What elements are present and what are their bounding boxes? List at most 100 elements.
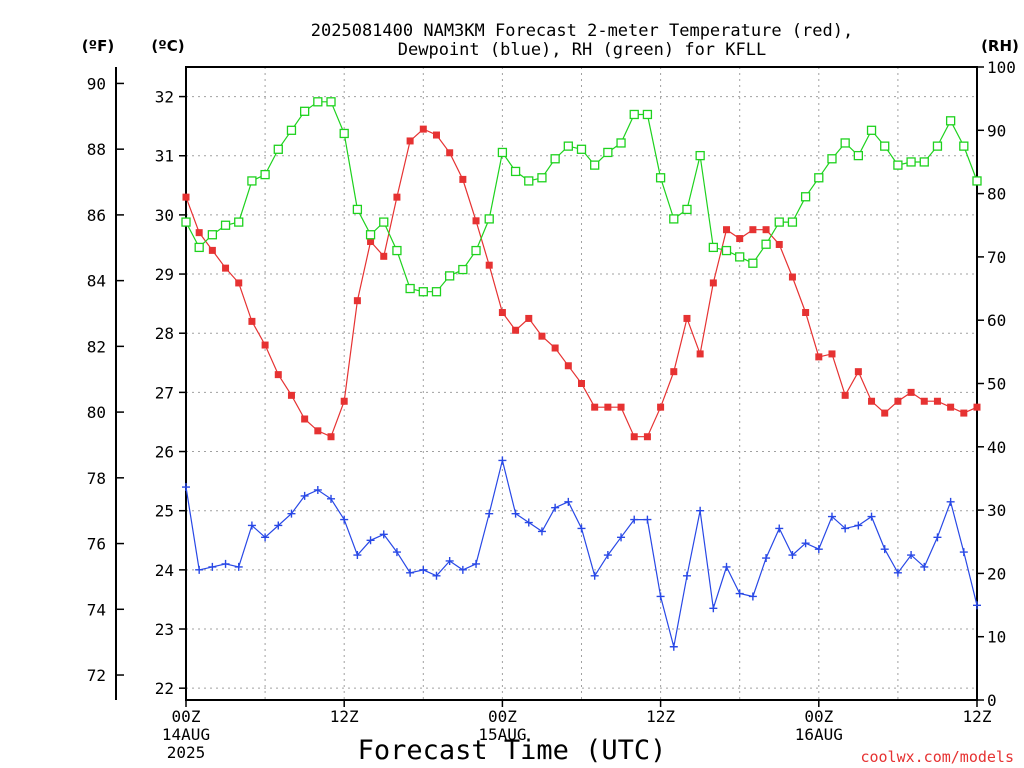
x-tick-label: 12Z — [963, 707, 992, 726]
rh-point — [326, 97, 336, 107]
rh-point — [748, 258, 758, 268]
rh-point — [721, 245, 732, 256]
temperature-point — [222, 264, 230, 272]
rh-point — [603, 147, 613, 158]
dewpoint-point — [841, 524, 850, 533]
temperature-point — [538, 332, 546, 340]
celsius-tick-label: 32 — [155, 88, 174, 107]
rh-point — [260, 169, 270, 180]
rh-point — [800, 192, 811, 202]
x-tick-label: 00Z — [804, 707, 833, 726]
dewpoint-point — [366, 536, 375, 545]
x-tick-date-label: 16AUG — [795, 725, 843, 744]
rh-point — [339, 128, 349, 139]
temperature-point — [683, 314, 691, 322]
celsius-tick-label: 31 — [155, 147, 174, 166]
dewpoint-point — [814, 545, 823, 554]
dewpoint-point — [340, 515, 349, 524]
dewpoint-point — [577, 524, 586, 533]
dewpoint-point — [485, 509, 494, 518]
rh-point — [787, 217, 798, 227]
chart-title-line2: Dewpoint (blue), RH (green) for KFLL — [398, 40, 766, 60]
temperature-point — [591, 403, 599, 411]
temperature-point — [235, 279, 243, 287]
rh-point — [590, 160, 600, 170]
dewpoint-point — [247, 521, 256, 530]
temperature-point — [881, 409, 889, 417]
dewpoint-point — [709, 604, 718, 613]
rh-point — [313, 97, 323, 107]
dewpoint-point — [300, 491, 309, 500]
dewpoint-point — [920, 562, 929, 571]
temperature-point — [894, 397, 902, 405]
temperature-point — [670, 368, 678, 376]
dewpoint-point — [973, 601, 981, 610]
dewpoint-point — [893, 568, 902, 577]
temperature-point — [380, 252, 388, 260]
rh-point — [405, 283, 415, 294]
dewpoint-point — [775, 524, 784, 533]
rh-point — [352, 204, 363, 215]
temperature-point — [248, 317, 256, 325]
rh-point — [972, 176, 982, 186]
temperature-point — [973, 403, 981, 411]
rh-axis-label: (RH) — [981, 37, 1019, 55]
series-dewpoint — [182, 456, 981, 651]
axes — [115, 66, 978, 701]
dewpoint-point — [498, 456, 507, 465]
dewpoint-point — [182, 483, 190, 492]
rh-point — [655, 173, 666, 183]
fahrenheit-tick-label: 88 — [87, 140, 106, 159]
temperature-point — [406, 137, 414, 145]
temperature-point — [709, 279, 717, 287]
dewpoint-point — [669, 642, 678, 651]
fahrenheit-tick-label: 76 — [87, 535, 106, 554]
rh-tick-label: 90 — [987, 121, 1006, 140]
temperature-point — [815, 353, 823, 361]
dewpoint-point — [827, 512, 836, 521]
temperature-point — [512, 326, 520, 334]
temperature-point — [432, 131, 440, 139]
rh-point — [484, 214, 494, 224]
dewpoint-point — [261, 533, 270, 542]
dewpoint-point — [195, 565, 204, 574]
celsius-tick-label: 26 — [155, 443, 174, 462]
rh-point — [616, 138, 626, 148]
temperature-point — [775, 240, 783, 248]
rh-point — [880, 141, 890, 151]
series-temperature — [182, 125, 981, 441]
rh-point — [893, 160, 903, 170]
dewpoint-point — [313, 485, 322, 494]
temperature-point — [327, 433, 335, 441]
rh-point — [537, 173, 547, 183]
dewpoint-point — [458, 565, 467, 574]
rh-tick-label: 70 — [987, 248, 1006, 267]
fahrenheit-tick-label: 86 — [87, 206, 106, 225]
dewpoint-point — [959, 548, 968, 557]
temperature-point — [604, 403, 612, 411]
dewpoint-point — [432, 571, 441, 580]
x-tick-date-label: 14AUG — [162, 725, 210, 744]
rh-point — [906, 157, 916, 167]
dewpoint-point — [379, 530, 388, 539]
dewpoint-point — [524, 518, 533, 527]
rh-point — [708, 242, 718, 253]
temperature-point — [367, 238, 375, 246]
rh-point — [445, 271, 455, 281]
temperature-point — [525, 314, 533, 322]
rh-tick-label: 30 — [987, 501, 1006, 520]
rh-point — [563, 141, 573, 151]
dewpoint-point — [643, 515, 652, 524]
celsius-tick-label: 22 — [155, 679, 174, 698]
temperature-point — [261, 341, 269, 349]
rh-tick-label: 40 — [987, 438, 1006, 457]
celsius-tick-label: 28 — [155, 324, 174, 343]
dewpoint-point — [603, 551, 612, 560]
temperature-point — [657, 403, 665, 411]
series-rh — [181, 97, 982, 297]
dewpoint-point — [748, 592, 757, 601]
rh-point — [695, 150, 705, 161]
rh-point — [774, 217, 784, 227]
rh-point — [761, 239, 771, 249]
rh-point — [299, 106, 310, 116]
